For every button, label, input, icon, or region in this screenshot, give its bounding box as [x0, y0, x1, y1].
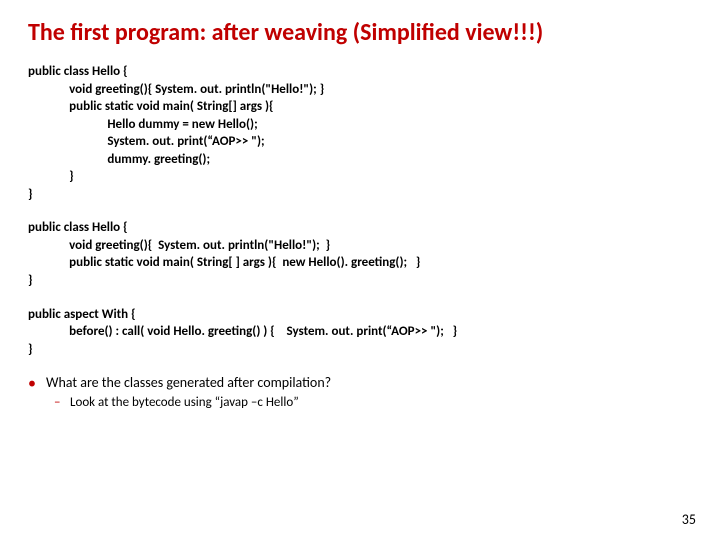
code-block-woven: public class Hello { void greeting(){ Sy…	[28, 63, 692, 203]
bullet-sub: Look at the bytecode using “javap –c Hel…	[28, 395, 692, 410]
slide-title: The first program: after weaving (Simpli…	[28, 18, 692, 47]
code-block-aspect: public aspect With { before() : call( vo…	[28, 306, 692, 359]
bullet-list: What are the classes generated after com…	[28, 374, 692, 410]
page-number: 35	[682, 511, 696, 528]
bullet-main: What are the classes generated after com…	[28, 374, 692, 391]
code-block-original-hello: public class Hello { void greeting(){ Sy…	[28, 219, 692, 289]
